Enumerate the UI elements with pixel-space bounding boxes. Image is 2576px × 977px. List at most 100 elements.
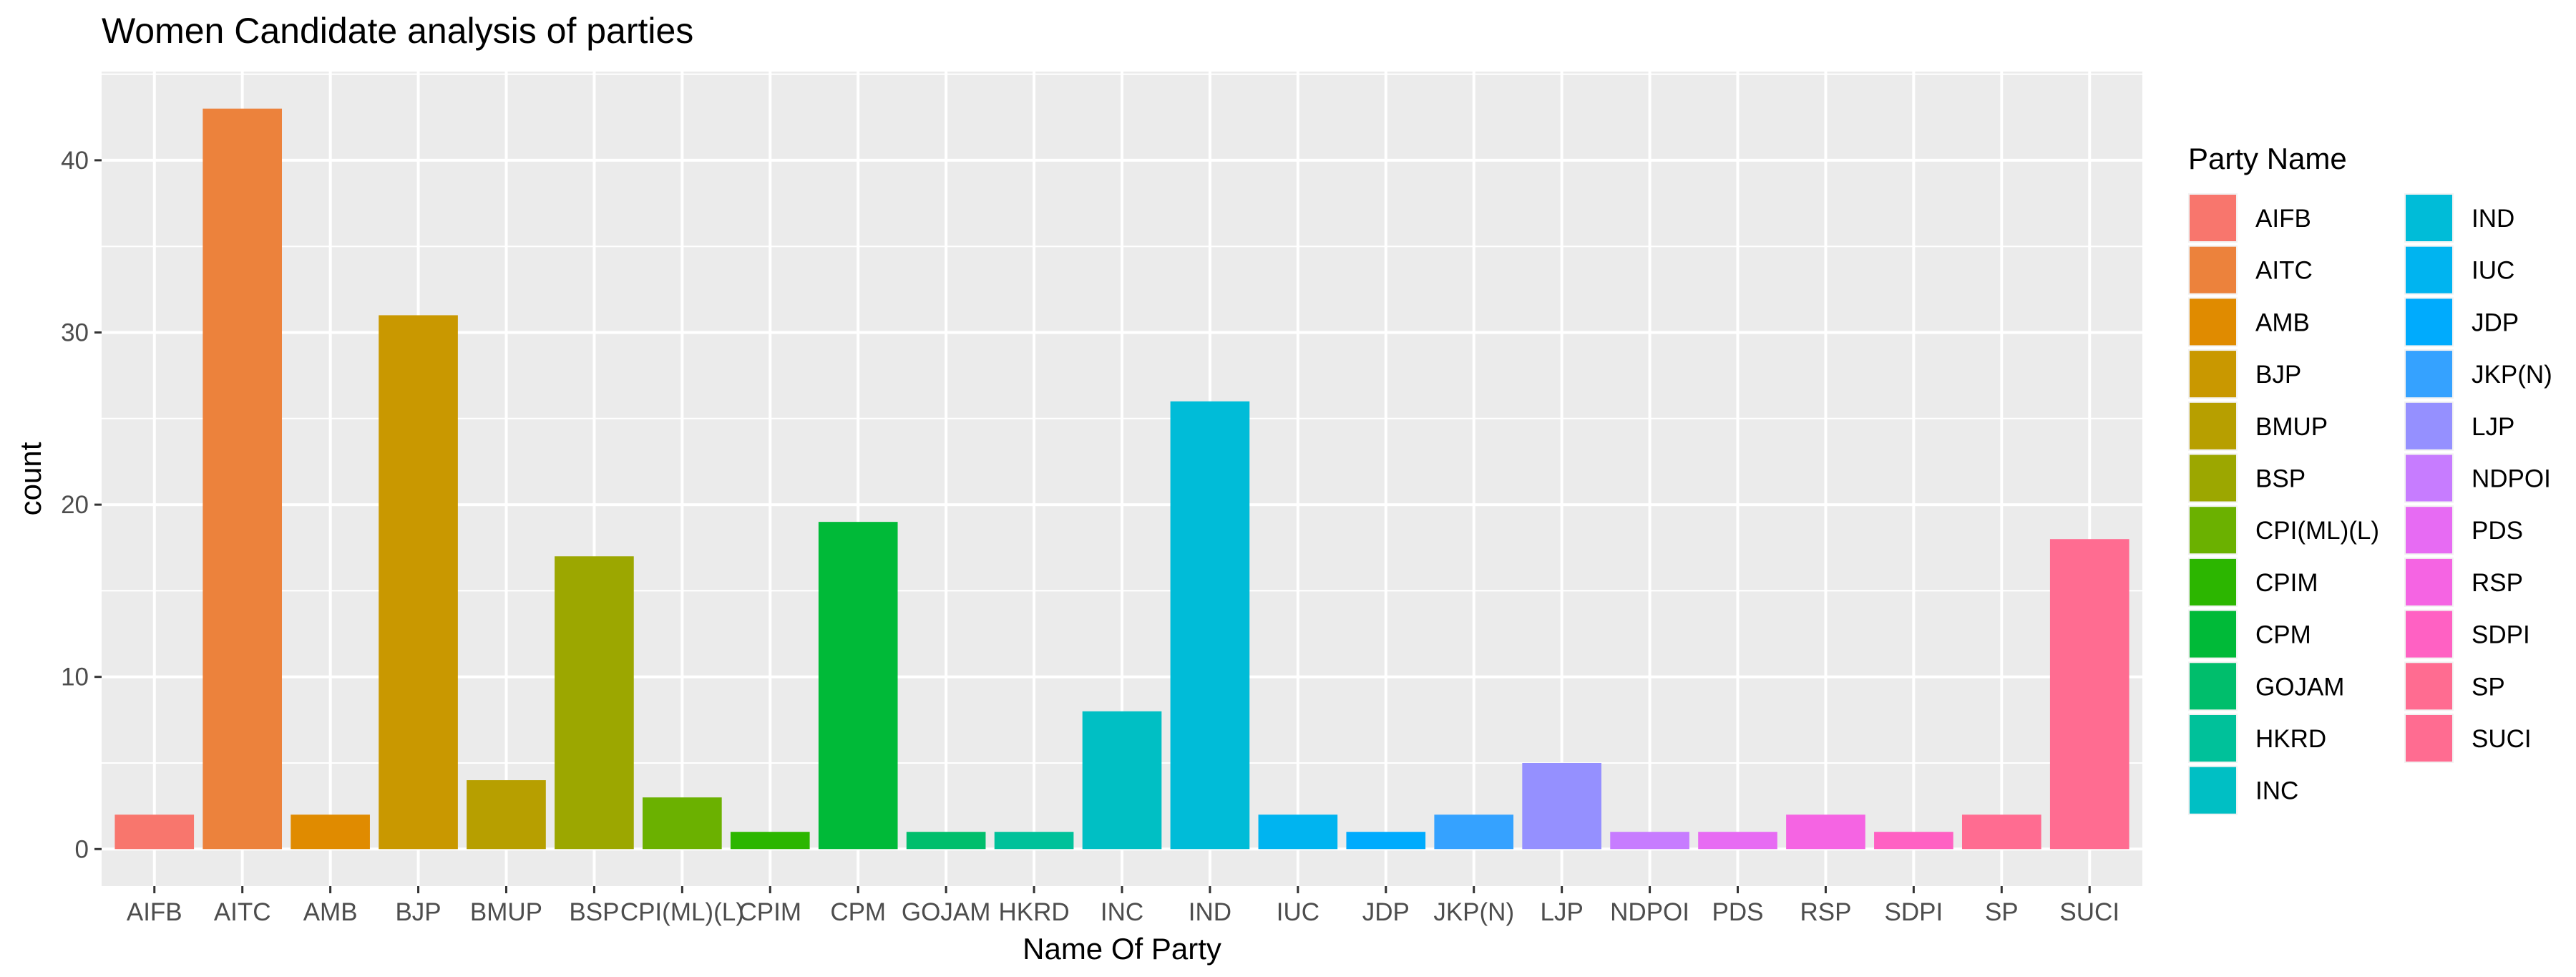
x-tick-label: AITC (214, 898, 271, 926)
legend-label: LJP (2472, 413, 2514, 441)
legend-label: NDPOI (2472, 465, 2551, 493)
legend-label: CPI(ML)(L) (2255, 517, 2379, 545)
y-tick-label: 0 (75, 835, 89, 863)
bar-sp (1961, 815, 2041, 850)
x-tick-label: AMB (303, 898, 358, 926)
x-tick-label: SUCI (2059, 898, 2119, 926)
x-tick-label: CPM (830, 898, 886, 926)
legend-swatch (2190, 195, 2236, 241)
bar-inc (1082, 711, 1162, 850)
legend-swatch (2190, 298, 2236, 346)
chart-title: Women Candidate analysis of parties (102, 11, 693, 51)
legend-swatch (2406, 195, 2452, 241)
x-tick-label: CPIM (739, 898, 802, 926)
x-tick-label: JKP(N) (1433, 898, 1514, 926)
bar-hkrd (994, 832, 1074, 850)
legend-swatch (2406, 298, 2452, 346)
bar-jkp-n (1434, 815, 1514, 850)
x-axis-ticks: AIFB AITC AMB BJP BMUP BSP CPI(ML)(L)CPIM CPM GO… (127, 886, 2119, 926)
legend-label: INC (2255, 777, 2298, 805)
bar-aifb (114, 815, 195, 850)
legend-label: IND (2472, 205, 2514, 233)
legend-label: JDP (2472, 308, 2519, 336)
legend-label: BMUP (2255, 413, 2328, 441)
x-tick-label: BSP (569, 898, 619, 926)
bar-iuc (1258, 815, 1338, 850)
legend-swatch (2406, 402, 2452, 449)
x-tick-label: HKRD (998, 898, 1069, 926)
legend-label: GOJAM (2255, 673, 2344, 701)
legend-swatch (2190, 455, 2236, 502)
legend-title: Party Name (2188, 142, 2347, 175)
legend-label: AMB (2255, 308, 2310, 336)
x-tick-label: IUC (1277, 898, 1319, 926)
legend-label: IUC (2472, 257, 2514, 285)
bar-sdpi (1874, 832, 1953, 850)
legend-label: JKP(N) (2472, 361, 2552, 389)
bar-cpim (730, 832, 810, 850)
bar-amb (291, 815, 370, 850)
x-tick-label: SP (1985, 898, 2019, 926)
legend-swatch (2190, 663, 2236, 710)
legend-label: SDPI (2472, 621, 2530, 649)
legend-label: CPIM (2255, 569, 2318, 597)
bar-ljp (1522, 762, 1601, 850)
x-tick-label: PDS (1712, 898, 1764, 926)
x-tick-label: BJP (395, 898, 441, 926)
legend-label: BJP (2255, 361, 2301, 389)
legend-swatch (2406, 663, 2452, 710)
legend-label: CPM (2255, 621, 2311, 649)
x-tick-label: INC (1101, 898, 1143, 926)
x-axis-title: Name Of Party (1023, 932, 1221, 966)
x-tick-label: IND (1189, 898, 1231, 926)
bar-pds (1698, 832, 1777, 850)
bars (114, 108, 2129, 850)
legend-label: SUCI (2472, 725, 2532, 753)
legend-label: HKRD (2255, 725, 2326, 753)
x-tick-label: NDPOI (1610, 898, 1689, 926)
bar-aitc (203, 108, 283, 850)
x-tick-label: RSP (1800, 898, 1851, 926)
y-tick-label: 20 (61, 491, 89, 519)
bar-gojam (906, 832, 986, 850)
bar-ind (1170, 401, 1250, 850)
legend-label: SP (2472, 673, 2505, 701)
legend-swatch (2190, 402, 2236, 449)
y-tick-label: 10 (61, 664, 89, 691)
y-tick-label: 30 (61, 319, 89, 346)
legend-swatch (2406, 246, 2452, 293)
x-tick-label: SDPI (1885, 898, 1943, 926)
legend-swatch (2406, 715, 2452, 762)
bar-bmup (467, 780, 546, 850)
bar-ndpoi (1610, 832, 1689, 850)
legend-swatch (2406, 351, 2452, 398)
bar-rsp (1786, 815, 1865, 850)
legend-label: AITC (2255, 257, 2313, 285)
x-tick-label: GOJAM (902, 898, 990, 926)
x-tick-label: BMUP (470, 898, 542, 926)
bar-bjp (379, 315, 458, 850)
bar-cpi-ml-l (643, 797, 722, 850)
bar-cpm (818, 522, 898, 850)
legend-swatch (2406, 507, 2452, 554)
legend-swatch (2190, 351, 2236, 398)
bar-suci (2049, 539, 2129, 850)
y-axis-ticks: 0 10 20 30 40 (61, 147, 102, 863)
x-tick-label: JDP (1362, 898, 1410, 926)
legend-swatch (2190, 558, 2236, 606)
legend-swatch (2190, 611, 2236, 658)
y-axis-title: count (14, 442, 47, 515)
legend-label: RSP (2472, 569, 2523, 597)
legend-swatch (2406, 558, 2452, 606)
legend-swatch (2190, 767, 2236, 814)
legend-swatch (2190, 715, 2236, 762)
bar-bsp (555, 556, 634, 850)
legend-swatch (2406, 611, 2452, 658)
x-tick-label: LJP (1540, 898, 1583, 926)
legend-swatch (2190, 246, 2236, 293)
legend-swatch (2406, 455, 2452, 502)
x-tick-label: CPI(ML)(L) (620, 898, 744, 926)
legend-label: BSP (2255, 465, 2306, 493)
bar-jdp (1346, 832, 1426, 850)
